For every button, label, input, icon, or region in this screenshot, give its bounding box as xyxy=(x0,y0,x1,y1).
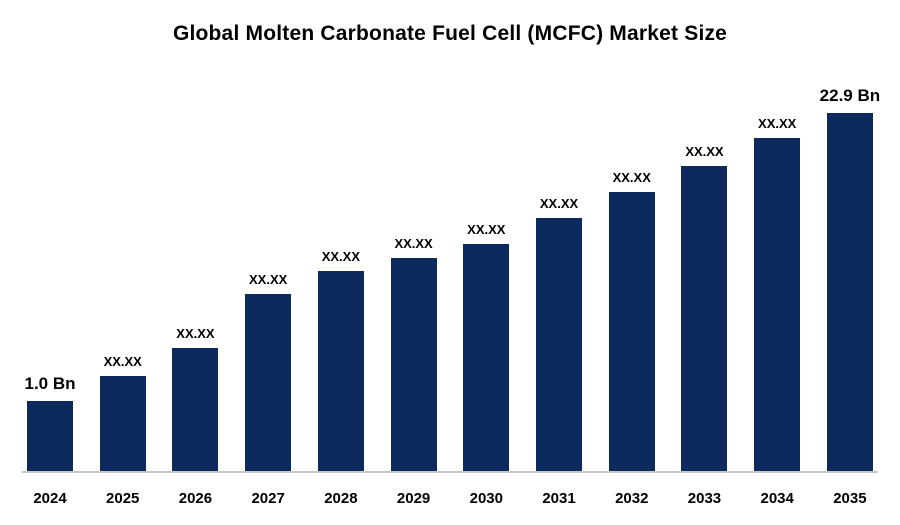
x-axis-ticks: 2024 2025 2026 2027 2028 2029 2030 2031 2032 2033… xyxy=(22,490,878,507)
bar-column-2027: XX.XX xyxy=(240,272,296,471)
bar-value-label-2028: XX.XX xyxy=(321,249,361,264)
x-tick-2026: 2026 xyxy=(178,490,213,507)
bar-value-label-2031: XX.XX xyxy=(539,196,579,211)
x-tick-2027: 2027 xyxy=(251,490,285,507)
bar-value-label-2035: 22.9 Bn xyxy=(819,86,881,105)
bar-column-2035: 22.9 Bn xyxy=(819,86,881,471)
bar-2026 xyxy=(172,348,219,471)
bar-value-label-2034: XX.XX xyxy=(758,116,797,131)
bar-2028 xyxy=(317,271,364,471)
bar-value-label-2029: XX.XX xyxy=(394,236,433,251)
chart-title: Global Molten Carbonate Fuel Cell (MCFC)… xyxy=(172,22,728,45)
bar-value-label-2030: XX.XX xyxy=(467,222,506,237)
x-tick-2029: 2029 xyxy=(396,490,431,507)
bar-2024 xyxy=(27,401,73,471)
plot-area: 1.0 Bn XX.XX XX.XX XX.XX XX.XX XX.XX XX.XX XX.X… xyxy=(22,80,881,473)
bar-column-2024: 1.0 Bn xyxy=(22,374,78,471)
x-tick-2030: 2030 xyxy=(469,490,503,507)
bar-value-label-2026: XX.XX xyxy=(176,326,215,341)
bar-value-label-2027: XX.XX xyxy=(249,272,288,287)
x-tick-2028: 2028 xyxy=(324,490,358,507)
bar-column-2032: XX.XX xyxy=(604,170,660,471)
bar-column-2030: XX.XX xyxy=(458,222,514,471)
x-tick-2032: 2032 xyxy=(615,490,649,507)
bar-column-2033: XX.XX xyxy=(676,144,732,471)
bar-2032 xyxy=(608,192,655,471)
bar-2035 xyxy=(826,113,873,471)
bar-column-2034: XX.XX xyxy=(749,116,805,471)
x-tick-2035: 2035 xyxy=(833,490,867,507)
bar-value-label-2025: XX.XX xyxy=(103,354,142,369)
bar-column-2028: XX.XX xyxy=(313,249,369,471)
bar-value-label-2033: XX.XX xyxy=(685,144,724,159)
bar-2025 xyxy=(99,376,146,471)
bar-2033 xyxy=(681,166,728,471)
bar-2030 xyxy=(463,244,510,471)
bar-2029 xyxy=(390,258,437,471)
x-tick-2025: 2025 xyxy=(106,490,140,507)
x-tick-2031: 2031 xyxy=(542,490,576,507)
bar-column-2029: XX.XX xyxy=(386,236,442,471)
bar-2031 xyxy=(536,218,583,471)
bar-value-label-2024: 1.0 Bn xyxy=(24,374,76,393)
bar-value-label-2032: XX.XX xyxy=(612,170,651,185)
bar-column-2026: XX.XX xyxy=(167,326,223,471)
x-tick-2033: 2033 xyxy=(687,490,722,507)
x-tick-2024: 2024 xyxy=(33,490,67,507)
x-tick-2034: 2034 xyxy=(760,490,794,507)
bar-2034 xyxy=(754,138,801,471)
bar-column-2031: XX.XX xyxy=(531,196,587,471)
bar-column-2025: XX.XX xyxy=(95,354,151,471)
bar-2027 xyxy=(245,294,292,471)
